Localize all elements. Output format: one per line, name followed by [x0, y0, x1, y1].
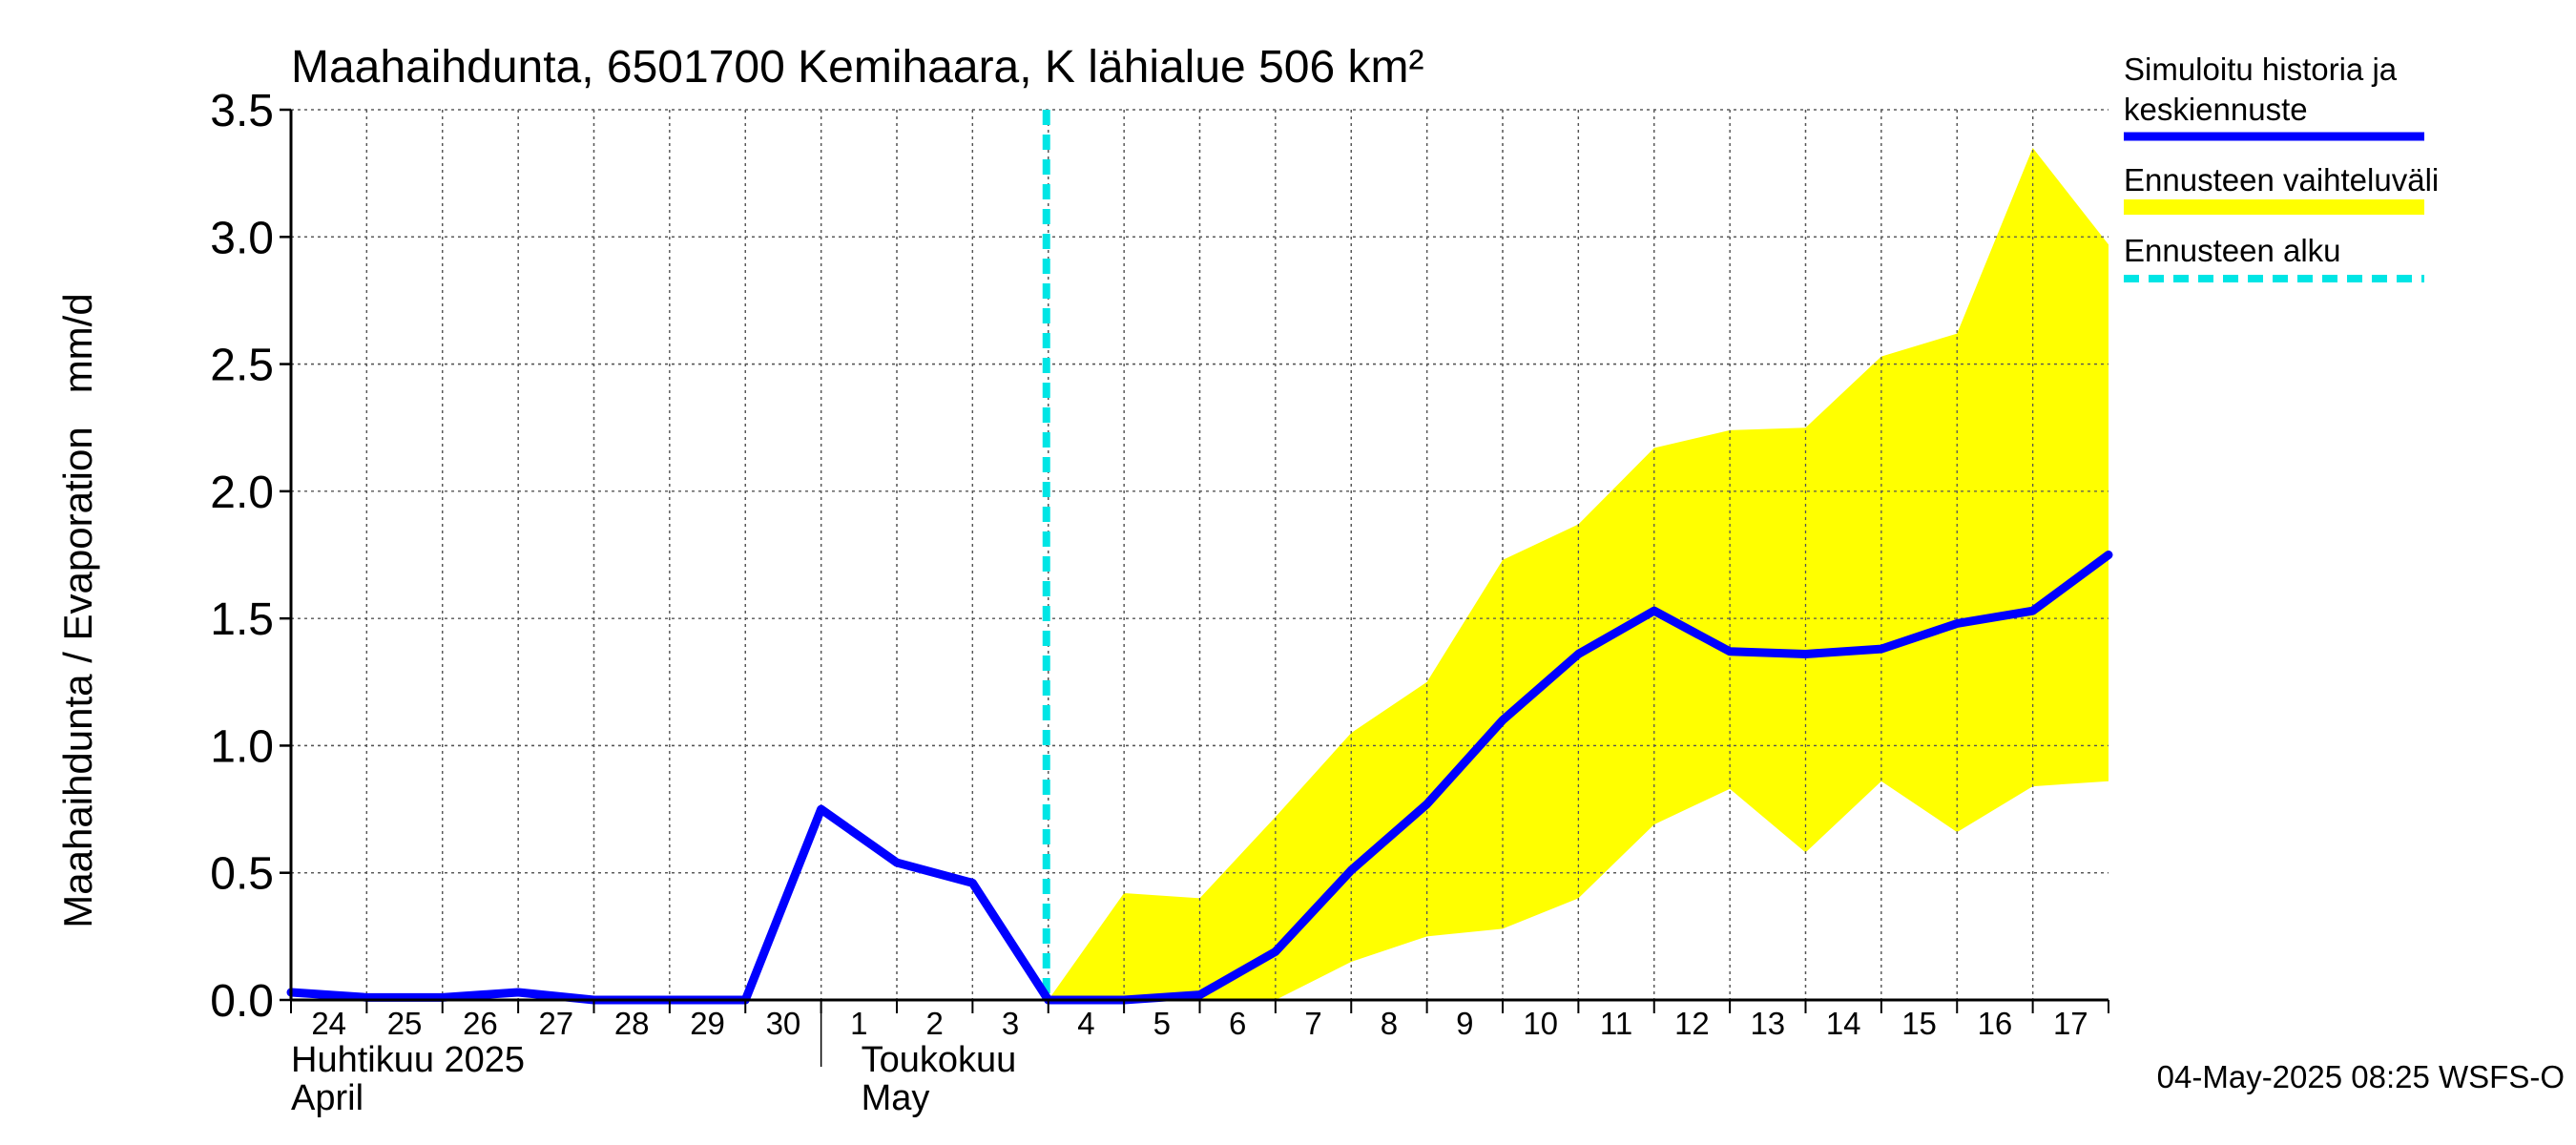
x-tick-label: 15	[1901, 1006, 1937, 1041]
footer-timestamp: 04-May-2025 08:25 WSFS-O	[2157, 1059, 2565, 1094]
y-tick-label: 2.5	[210, 341, 274, 391]
forecast-range-band	[1048, 147, 2109, 1000]
x-tick-label: 24	[311, 1006, 346, 1041]
x-tick-label: 8	[1381, 1006, 1398, 1041]
grid-overlay	[291, 109, 2109, 1000]
y-tick-label: 1.5	[210, 594, 274, 645]
x-tick-label: 25	[387, 1006, 423, 1041]
tick-labels: 0.00.51.01.52.02.53.03.524 25 26 27 28 29 30 1 2…	[210, 86, 2088, 1118]
y-tick-label: 0.0	[210, 976, 274, 1027]
chart-title: Maahaihdunta, 6501700 Kemihaara, K lähia…	[291, 42, 1423, 93]
x-tick-label: 1	[850, 1006, 867, 1041]
x-tick-label: 29	[690, 1006, 725, 1041]
x-tick-label: 2	[926, 1006, 944, 1041]
x-tick-label: 12	[1674, 1006, 1710, 1041]
month-label-en: April	[291, 1078, 364, 1118]
y-tick-label: 2.0	[210, 468, 274, 518]
x-tick-label: 27	[538, 1006, 573, 1041]
x-tick-label: 16	[1978, 1006, 2013, 1041]
x-tick-label: 5	[1153, 1006, 1171, 1041]
y-tick-label: 1.0	[210, 721, 274, 772]
x-tick-label: 17	[2053, 1006, 2088, 1041]
x-tick-label: 28	[614, 1006, 650, 1041]
x-tick-label: 9	[1456, 1006, 1473, 1041]
x-tick-label: 4	[1077, 1006, 1094, 1041]
legend: Simuloitu historia ja keskiennuste Ennuste…	[2124, 52, 2439, 282]
x-tick-label: 6	[1229, 1006, 1246, 1041]
y-tick-label: 3.0	[210, 213, 274, 263]
x-tick-label: 13	[1750, 1006, 1785, 1041]
x-tick-label: 11	[1600, 1006, 1632, 1041]
legend-label: Ennusteen vaihteluväli	[2124, 162, 2439, 198]
month-label-fi: Toukokuu	[862, 1040, 1017, 1080]
legend-label: Simuloitu historia ja	[2124, 52, 2398, 87]
x-tick-label: 14	[1826, 1006, 1861, 1041]
y-tick-label: 3.5	[210, 86, 274, 136]
month-label-fi: Huhtikuu 2025	[291, 1040, 525, 1080]
x-tick-label: 26	[463, 1006, 498, 1041]
legend-label: keskiennuste	[2124, 92, 2308, 127]
x-tick-label: 3	[1002, 1006, 1019, 1041]
y-axis-label: Maahaihdunta / Evaporation mm/d	[55, 293, 100, 927]
y-tick-label: 0.5	[210, 849, 274, 900]
axes	[280, 108, 2109, 1067]
x-tick-label: 7	[1304, 1006, 1321, 1041]
x-tick-label: 30	[766, 1006, 801, 1041]
month-label-en: May	[862, 1078, 930, 1118]
legend-label: Ennusteen alku	[2124, 233, 2341, 268]
x-tick-label: 10	[1523, 1006, 1558, 1041]
forecast-range-area	[1048, 147, 2109, 1000]
